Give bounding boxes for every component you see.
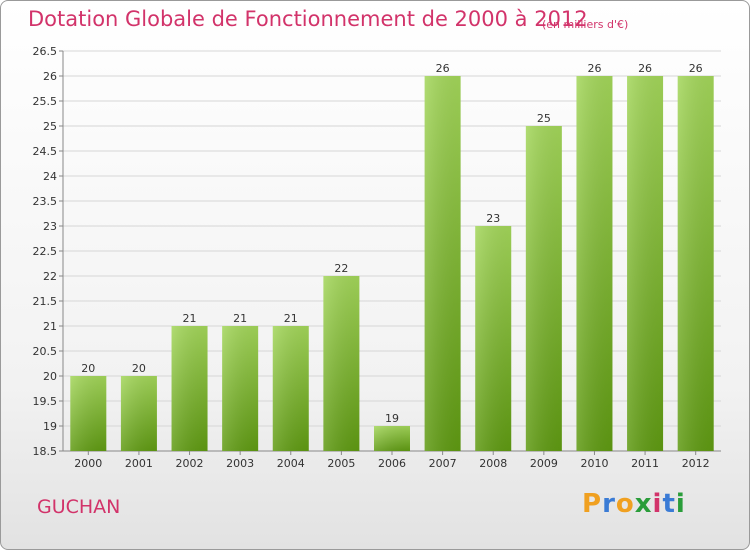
- bar-shade: [70, 376, 107, 451]
- data-label: 19: [385, 412, 399, 425]
- data-label: 26: [436, 62, 450, 75]
- y-tick-label: 18.5: [33, 445, 58, 458]
- y-tick-label: 24.5: [33, 145, 58, 158]
- x-tick-label: 2000: [74, 457, 102, 470]
- y-tick-label: 26.5: [33, 45, 58, 58]
- data-label: 26: [689, 62, 703, 75]
- logo-letter: o: [615, 489, 635, 519]
- x-tick-label: 2002: [176, 457, 204, 470]
- y-tick-label: 24: [43, 170, 57, 183]
- y-tick-label: 20.5: [33, 345, 58, 358]
- logo-letter: t: [662, 489, 676, 519]
- y-tick-label: 22.5: [33, 245, 58, 258]
- commune-name: GUCHAN: [37, 496, 121, 518]
- y-tick-label: 21: [43, 320, 57, 333]
- data-label: 21: [284, 312, 298, 325]
- x-tick-label: 2006: [378, 457, 406, 470]
- bar-shade: [323, 276, 360, 451]
- bar-shade: [576, 76, 613, 451]
- data-label: 25: [537, 112, 551, 125]
- chart-subtitle: (en milliers d'€): [542, 18, 629, 31]
- data-label: 20: [81, 362, 95, 375]
- x-tick-label: 2009: [530, 457, 558, 470]
- bar-shade: [272, 326, 309, 451]
- y-tick-label: 19: [43, 420, 57, 433]
- x-tick-label: 2003: [226, 457, 254, 470]
- data-label: 23: [486, 212, 500, 225]
- y-tick-label: 19.5: [33, 395, 58, 408]
- proxiti-logo: Proxiti: [582, 489, 686, 519]
- logo-letter: i: [652, 489, 663, 519]
- x-tick-label: 2005: [327, 457, 355, 470]
- x-tick-label: 2008: [479, 457, 507, 470]
- bar-shade: [475, 226, 512, 451]
- y-tick-label: 23: [43, 220, 57, 233]
- chart-title: Dotation Globale de Fonctionnement de 20…: [28, 7, 588, 31]
- data-label: 22: [334, 262, 348, 275]
- bar-shade: [525, 126, 562, 451]
- y-tick-label: 22: [43, 270, 57, 283]
- x-tick-label: 2007: [429, 457, 457, 470]
- y-tick-label: 21.5: [33, 295, 58, 308]
- bar-shade: [424, 76, 461, 451]
- x-tick-label: 2001: [125, 457, 153, 470]
- bar-shade: [374, 426, 410, 451]
- data-label: 26: [638, 62, 652, 75]
- logo-letter: r: [602, 489, 616, 519]
- y-tick-label: 23.5: [33, 195, 58, 208]
- bar-shade: [171, 326, 208, 451]
- y-tick-label: 26: [43, 70, 57, 83]
- logo-letter: P: [582, 489, 603, 519]
- bar-shade: [677, 76, 714, 451]
- bar-shade: [120, 376, 157, 451]
- y-tick-label: 20: [43, 370, 57, 383]
- logo-letter: x: [634, 489, 653, 519]
- x-tick-label: 2004: [277, 457, 305, 470]
- data-label: 21: [233, 312, 247, 325]
- logo-letter: i: [675, 489, 686, 519]
- data-label: 21: [183, 312, 197, 325]
- bar-shade: [627, 76, 664, 451]
- x-tick-label: 2011: [631, 457, 659, 470]
- data-label: 20: [132, 362, 146, 375]
- data-label: 26: [587, 62, 601, 75]
- y-tick-label: 25: [43, 120, 57, 133]
- x-tick-label: 2010: [580, 457, 608, 470]
- y-tick-label: 25.5: [33, 95, 58, 108]
- x-tick-label: 2012: [682, 457, 710, 470]
- bar-shade: [222, 326, 259, 451]
